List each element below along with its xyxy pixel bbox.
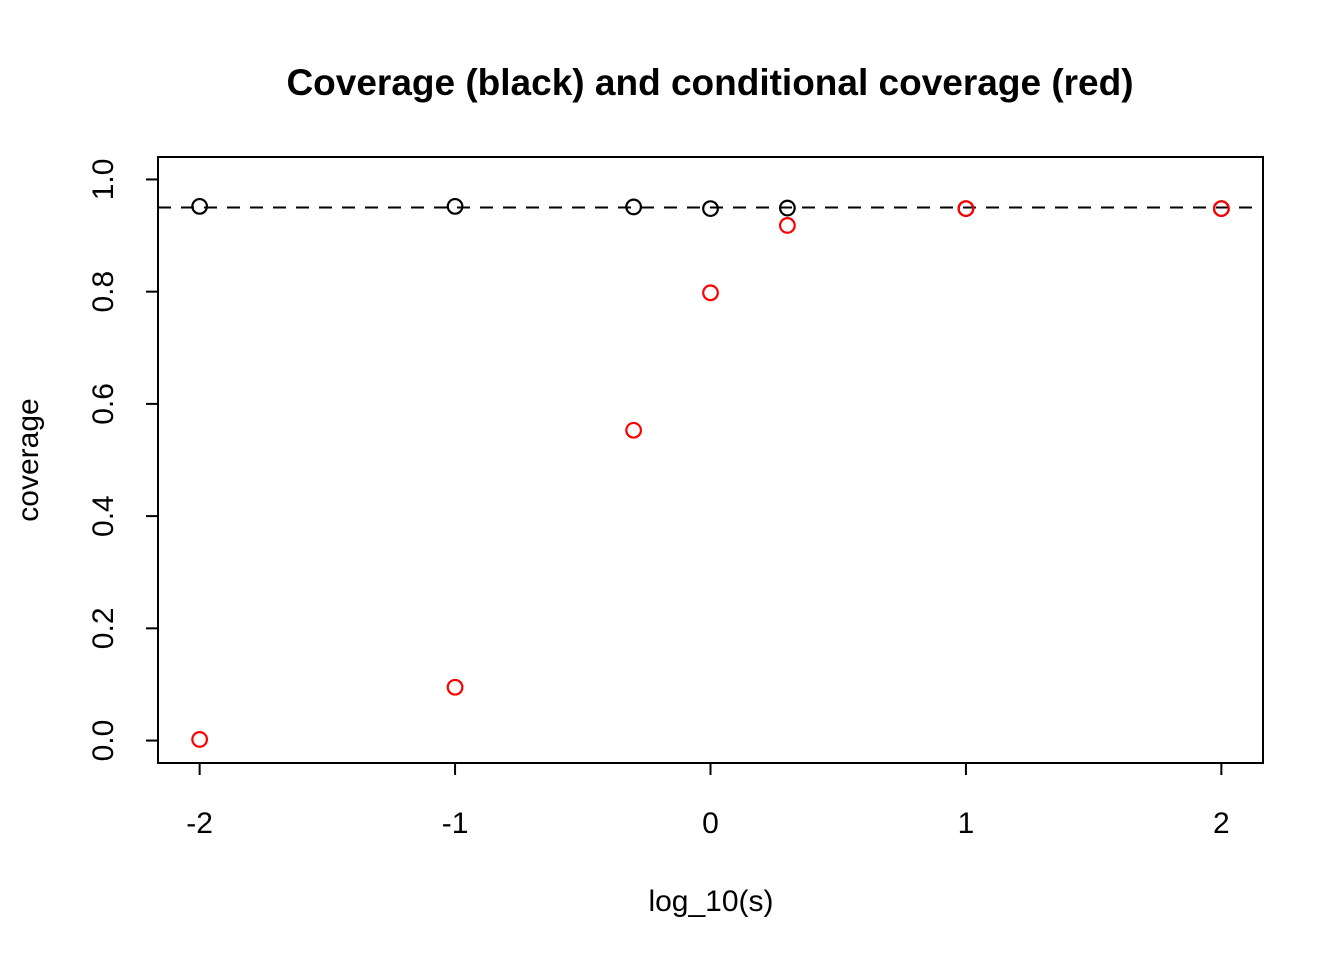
point-conditional-coverage [446,678,464,696]
point-conditional-coverage [957,200,975,218]
x-tick-label: 2 [1213,807,1230,840]
point-conditional-coverage [778,217,796,234]
plot-box [157,156,1264,764]
x-tick-label: 0 [702,807,719,840]
x-tick-label: -2 [186,807,213,840]
point-coverage [625,198,643,216]
point-coverage [191,197,209,215]
point-coverage [446,197,464,215]
x-tick-label: 1 [958,807,975,840]
chart-title: Coverage (black) and conditional coverag… [286,62,1133,103]
y-tick-label: 0.4 [87,495,120,537]
y-tick-label: 0.8 [87,271,120,313]
y-tick-label: 1.0 [87,159,120,201]
x-axis-label: log_10(s) [648,885,773,918]
y-tick-label: 0.2 [87,607,120,649]
plot-layer: -2 -1 0 1 2 0.0 0.2 0.4 0.6 0.8 1.0 [87,156,1264,840]
y-tick-label: 0.6 [87,383,120,425]
point-conditional-coverage [1212,200,1230,218]
point-coverage [778,199,796,217]
y-axis-label: coverage [12,398,45,521]
point-conditional-coverage [625,421,643,439]
y-tick-label: 0.0 [87,720,120,762]
point-coverage [702,200,719,218]
point-conditional-coverage [702,284,719,302]
x-tick-label: -1 [442,807,469,840]
point-conditional-coverage [191,731,209,748]
